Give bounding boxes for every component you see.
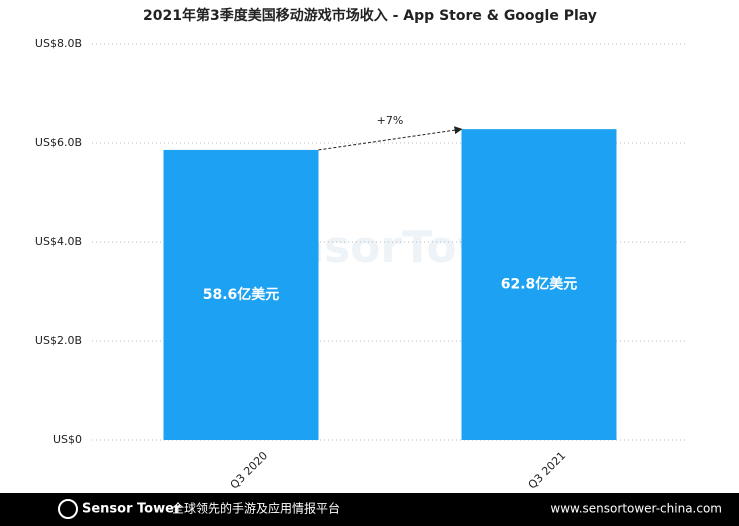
value-label: 58.6亿美元 bbox=[203, 286, 280, 303]
bar bbox=[461, 129, 617, 440]
x-tick-label: Q3 2021 bbox=[526, 449, 569, 492]
bar bbox=[163, 149, 319, 440]
footer-url: www.sensortower-china.com bbox=[550, 502, 722, 516]
footer-brand: Sensor Tower bbox=[82, 502, 181, 517]
x-tick-label: Q3 2020 bbox=[228, 449, 271, 492]
change-arrow bbox=[318, 126, 463, 151]
annotation: +7% bbox=[377, 114, 404, 127]
footer-tagline: 全球领先的手游及应用情报平台 bbox=[172, 501, 340, 516]
y-tick-label: US$2.0B bbox=[35, 334, 82, 347]
y-tick-label: US$8.0B bbox=[35, 37, 82, 50]
y-tick-label: US$6.0B bbox=[35, 136, 82, 149]
value-label: 62.8亿美元 bbox=[501, 276, 578, 293]
footer-logo bbox=[58, 499, 78, 519]
y-tick-label: US$0 bbox=[53, 433, 82, 446]
chart-title: 2021年第3季度美国移动游戏市场收入 - App Store & Google… bbox=[143, 7, 597, 24]
y-tick-label: US$4.0B bbox=[35, 235, 82, 248]
footer-bar bbox=[0, 493, 739, 526]
